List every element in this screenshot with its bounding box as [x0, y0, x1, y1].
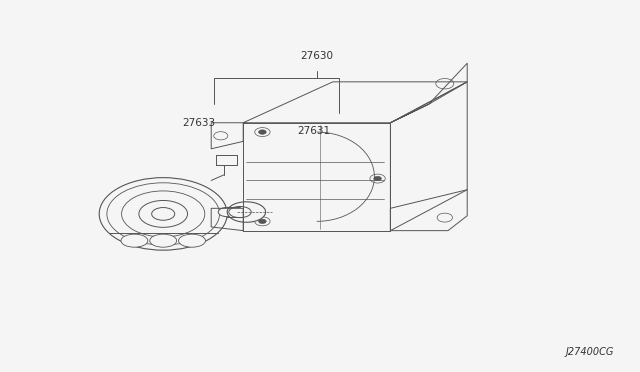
- Ellipse shape: [150, 234, 177, 247]
- Circle shape: [259, 130, 266, 134]
- Ellipse shape: [218, 208, 236, 217]
- Ellipse shape: [121, 234, 148, 247]
- Ellipse shape: [229, 206, 252, 218]
- Ellipse shape: [107, 183, 220, 245]
- Ellipse shape: [152, 208, 175, 220]
- Text: 27631: 27631: [298, 126, 331, 136]
- Ellipse shape: [179, 234, 205, 247]
- Text: 27633: 27633: [182, 118, 216, 128]
- Text: J27400CG: J27400CG: [566, 347, 614, 357]
- Text: 27630: 27630: [300, 51, 333, 61]
- Ellipse shape: [139, 201, 188, 227]
- Ellipse shape: [122, 191, 205, 237]
- Circle shape: [374, 176, 381, 181]
- Circle shape: [259, 219, 266, 224]
- Ellipse shape: [99, 178, 227, 250]
- Ellipse shape: [227, 202, 266, 222]
